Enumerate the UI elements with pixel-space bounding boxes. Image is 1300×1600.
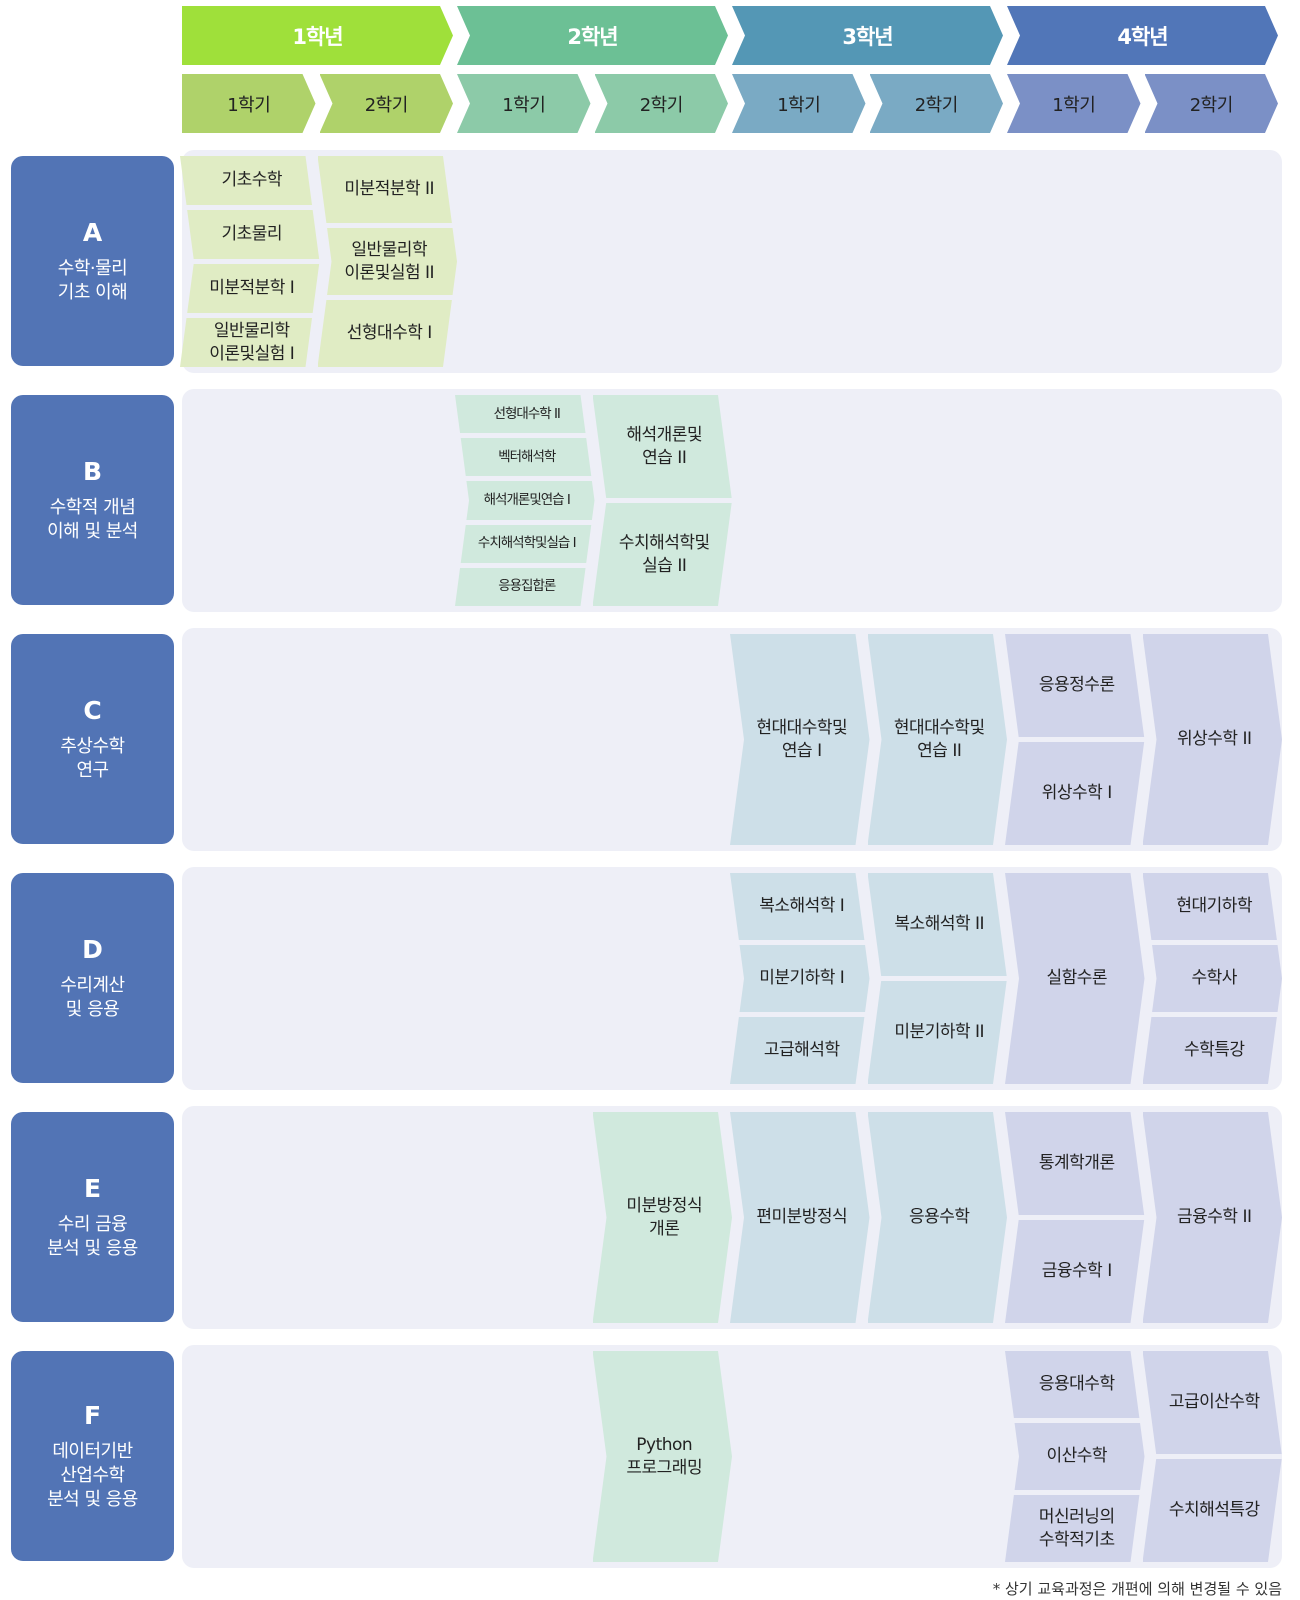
track-title: 추상수학 연구 xyxy=(60,735,125,781)
course-group: 응용정수론 위상수학 I xyxy=(1005,634,1145,845)
year-header-4: 4학년 xyxy=(1007,6,1278,65)
course-item: 해석개론및연습 I xyxy=(455,481,595,519)
track-label-d: D 수리계산 및 응용 xyxy=(11,873,174,1083)
course-item: 미분기하학 I xyxy=(730,945,870,1012)
course-group: 해석개론및 연습 II 수치해석학및 실습 II xyxy=(593,395,733,606)
course-item: 선형대수학 I xyxy=(318,300,458,367)
course-item: 미분기하학 II xyxy=(868,981,1008,1084)
track-title: 데이터기반 산업수학 분석 및 응용 xyxy=(47,1440,138,1510)
course-item: 편미분방정식 xyxy=(730,1112,870,1323)
course-group: 현대기하학 수학사 수학특강 xyxy=(1143,873,1283,1084)
course-group: 금융수학 II xyxy=(1143,1112,1283,1323)
track-letter: B xyxy=(82,456,103,486)
course-group: 응용대수학 이산수학 머신러닝의 수학적기초 xyxy=(1005,1351,1145,1562)
course-group: 미분적분학 II 일반물리학 이론및실험 II 선형대수학 I xyxy=(318,156,458,367)
course-group: 미분방정식 개론 xyxy=(593,1112,733,1323)
course-item: 머신러닝의 수학적기초 xyxy=(1005,1495,1145,1562)
semester-header-3-2: 2학기 xyxy=(870,74,1004,133)
semester-header-2-2: 2학기 xyxy=(595,74,729,133)
course-item: 수치해석학및 실습 II xyxy=(593,503,733,606)
course-group: 통계학개론 금융수학 I xyxy=(1005,1112,1145,1323)
course-item: 응용집합론 xyxy=(455,568,595,606)
course-item: 통계학개론 xyxy=(1005,1112,1145,1215)
track-label-b: B 수학적 개념 이해 및 분석 xyxy=(11,395,174,605)
course-item: 응용정수론 xyxy=(1005,634,1145,737)
course-item: 고급해석학 xyxy=(730,1017,870,1084)
track-title: 수학적 개념 이해 및 분석 xyxy=(47,496,138,542)
course-item: 응용수학 xyxy=(868,1112,1008,1323)
course-item: 금융수학 II xyxy=(1143,1112,1283,1323)
course-item: 벡터해석학 xyxy=(455,438,595,476)
track-letter: F xyxy=(83,1400,102,1430)
course-item: 수학사 xyxy=(1143,945,1283,1012)
track-row-b xyxy=(182,389,1282,612)
course-group: 현대대수학및 연습 II xyxy=(868,634,1008,845)
track-label-e: E 수리 금융 분석 및 응용 xyxy=(11,1112,174,1322)
course-group: 복소해석학 I 미분기하학 I 고급해석학 xyxy=(730,873,870,1084)
course-group: 복소해석학 II 미분기하학 II xyxy=(868,873,1008,1084)
course-group: 위상수학 II xyxy=(1143,634,1283,845)
course-group: 고급이산수학 수치해석특강 xyxy=(1143,1351,1283,1562)
course-item: 일반물리학 이론및실험 II xyxy=(318,228,458,295)
course-group: Python 프로그래밍 xyxy=(593,1351,733,1562)
year-header-2: 2학년 xyxy=(457,6,728,65)
course-group: 응용수학 xyxy=(868,1112,1008,1323)
course-item: 미분방정식 개론 xyxy=(593,1112,733,1323)
course-item: 실함수론 xyxy=(1005,873,1145,1084)
track-label-f: F 데이터기반 산업수학 분석 및 응용 xyxy=(11,1351,174,1561)
footnote: * 상기 교육과정은 개편에 의해 변경될 수 있음 xyxy=(992,1580,1282,1598)
course-item: 해석개론및 연습 II xyxy=(593,395,733,498)
track-title: 수학·물리 기초 이해 xyxy=(57,257,128,303)
course-item: 현대대수학및 연습 I xyxy=(730,634,870,845)
course-item: 미분적분학 I xyxy=(180,264,320,313)
year-header-3: 3학년 xyxy=(732,6,1003,65)
semester-header-3-1: 1학기 xyxy=(732,74,866,133)
course-item: 고급이산수학 xyxy=(1143,1351,1283,1454)
semester-header-4-1: 1학기 xyxy=(1007,74,1141,133)
track-letter: E xyxy=(83,1173,102,1203)
course-group: 편미분방정식 xyxy=(730,1112,870,1323)
course-item: Python 프로그래밍 xyxy=(593,1351,733,1562)
course-item: 응용대수학 xyxy=(1005,1351,1145,1418)
track-label-a: A 수학·물리 기초 이해 xyxy=(11,156,174,366)
track-label-c: C 추상수학 연구 xyxy=(11,634,174,844)
course-item: 선형대수학 II xyxy=(455,395,595,433)
course-group: 현대대수학및 연습 I xyxy=(730,634,870,845)
course-item: 기초수학 xyxy=(180,156,320,205)
course-item: 금융수학 I xyxy=(1005,1220,1145,1323)
course-item: 일반물리학 이론및실험 I xyxy=(180,318,320,367)
course-item: 수치해석특강 xyxy=(1143,1459,1283,1562)
year-header-1: 1학년 xyxy=(182,6,453,65)
course-item: 현대기하학 xyxy=(1143,873,1283,940)
course-item: 기초물리 xyxy=(180,210,320,259)
course-item: 수치해석학및실습 I xyxy=(455,525,595,563)
track-title: 수리계산 및 응용 xyxy=(60,974,125,1020)
course-item: 이산수학 xyxy=(1005,1423,1145,1490)
course-item: 복소해석학 I xyxy=(730,873,870,940)
track-title: 수리 금융 분석 및 응용 xyxy=(47,1213,138,1259)
track-letter: A xyxy=(82,217,103,247)
course-item: 미분적분학 II xyxy=(318,156,458,223)
course-item: 위상수학 I xyxy=(1005,742,1145,845)
semester-header-1-2: 2학기 xyxy=(320,74,454,133)
semester-header-2-1: 1학기 xyxy=(457,74,591,133)
course-group: 실함수론 xyxy=(1005,873,1145,1084)
semester-header-4-2: 2학기 xyxy=(1145,74,1279,133)
course-item: 복소해석학 II xyxy=(868,873,1008,976)
course-item: 현대대수학및 연습 II xyxy=(868,634,1008,845)
semester-header-1-1: 1학기 xyxy=(182,74,316,133)
course-item: 위상수학 II xyxy=(1143,634,1283,845)
track-letter: D xyxy=(82,934,103,964)
track-letter: C xyxy=(83,695,102,725)
course-item: 수학특강 xyxy=(1143,1017,1283,1084)
